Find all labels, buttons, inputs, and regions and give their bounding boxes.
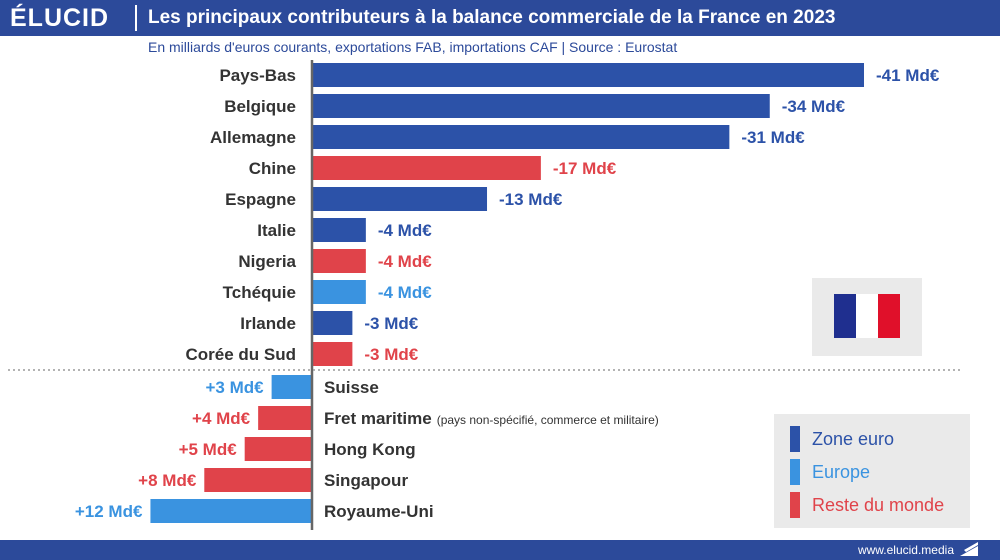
elucid-logo: ÉLUCID [10,4,110,32]
category-label: Tchéquie [223,283,296,302]
legend-item-reste-du-monde: Reste du monde [790,492,944,518]
legend-swatch-europe [790,459,800,485]
data-label: -17 Md€ [553,159,617,178]
data-label: +12 Md€ [75,502,143,521]
category-label: Hong Kong [324,440,416,459]
france-flag-icon [834,294,900,338]
bar [244,437,312,461]
data-label: +4 Md€ [192,409,251,428]
bar [204,468,312,492]
header-bar: ÉLUCID Les principaux contributeurs à la… [0,0,1000,36]
data-label: -13 Md€ [499,190,563,209]
bar [312,280,366,304]
bar [312,63,864,87]
chart-title: Les principaux contributeurs à la balanc… [148,7,836,28]
data-label: -3 Md€ [364,314,418,333]
data-label: -4 Md€ [378,283,432,302]
data-label: +3 Md€ [206,378,265,397]
data-label: -3 Md€ [364,345,418,364]
data-label: -4 Md€ [378,221,432,240]
bar [312,218,366,242]
bar [312,249,366,273]
bar [258,406,312,430]
bar [312,94,770,118]
chart-subtitle: En milliards d'euros courants, exportati… [148,39,678,55]
bar-chart: -41 Md€ Pays-Bas -34 Md€ Belgique -31 Md€ All… [8,60,962,530]
data-label: -41 Md€ [876,66,940,85]
flag-red-stripe [878,294,900,338]
bar [312,156,541,180]
legend-swatch-zone-euro [790,426,800,452]
legend-item-europe: Europe [790,459,870,485]
legend-label: Europe [812,461,871,482]
bar [312,125,730,149]
france-flag-panel [812,278,922,356]
legend-label: Zone euro [812,428,895,449]
data-label: +5 Md€ [179,440,238,459]
category-label: Royaume-Uni [324,502,434,521]
data-label: -4 Md€ [378,252,432,271]
footer-bar: www.elucid.media [0,540,1000,560]
category-label: Suisse [324,378,379,397]
category-label: Espagne [225,190,296,209]
data-label: -34 Md€ [782,97,846,116]
bar [312,342,353,366]
bar [150,499,312,523]
bar [312,187,488,211]
legend-item-zone-euro: Zone euro [790,426,894,452]
category-label: Italie [257,221,296,240]
flag-blue-stripe [834,294,856,338]
legend-label: Reste du monde [812,494,945,515]
footer-url: www.elucid.media [857,543,954,557]
category-label: Singapour [324,471,408,490]
flag-white-stripe [856,294,878,338]
category-label: Chine [249,159,296,178]
category-label: Pays-Bas [219,66,296,85]
legend: Zone euro Europe Reste du monde [774,414,970,528]
category-label: Irlande [240,314,296,333]
category-label: Fret maritime (pays non-spécifié, commerc… [324,409,659,428]
category-label: Nigeria [238,252,296,271]
bar [312,311,353,335]
data-label: +8 Md€ [138,471,197,490]
category-label: Allemagne [210,128,296,147]
category-label: Belgique [224,97,296,116]
legend-swatch-reste-du-monde [790,492,800,518]
data-label: -31 Md€ [741,128,805,147]
category-label: Corée du Sud [185,345,296,364]
header-divider [135,5,137,31]
bar [271,375,312,399]
elucid-mark-icon [960,542,978,556]
